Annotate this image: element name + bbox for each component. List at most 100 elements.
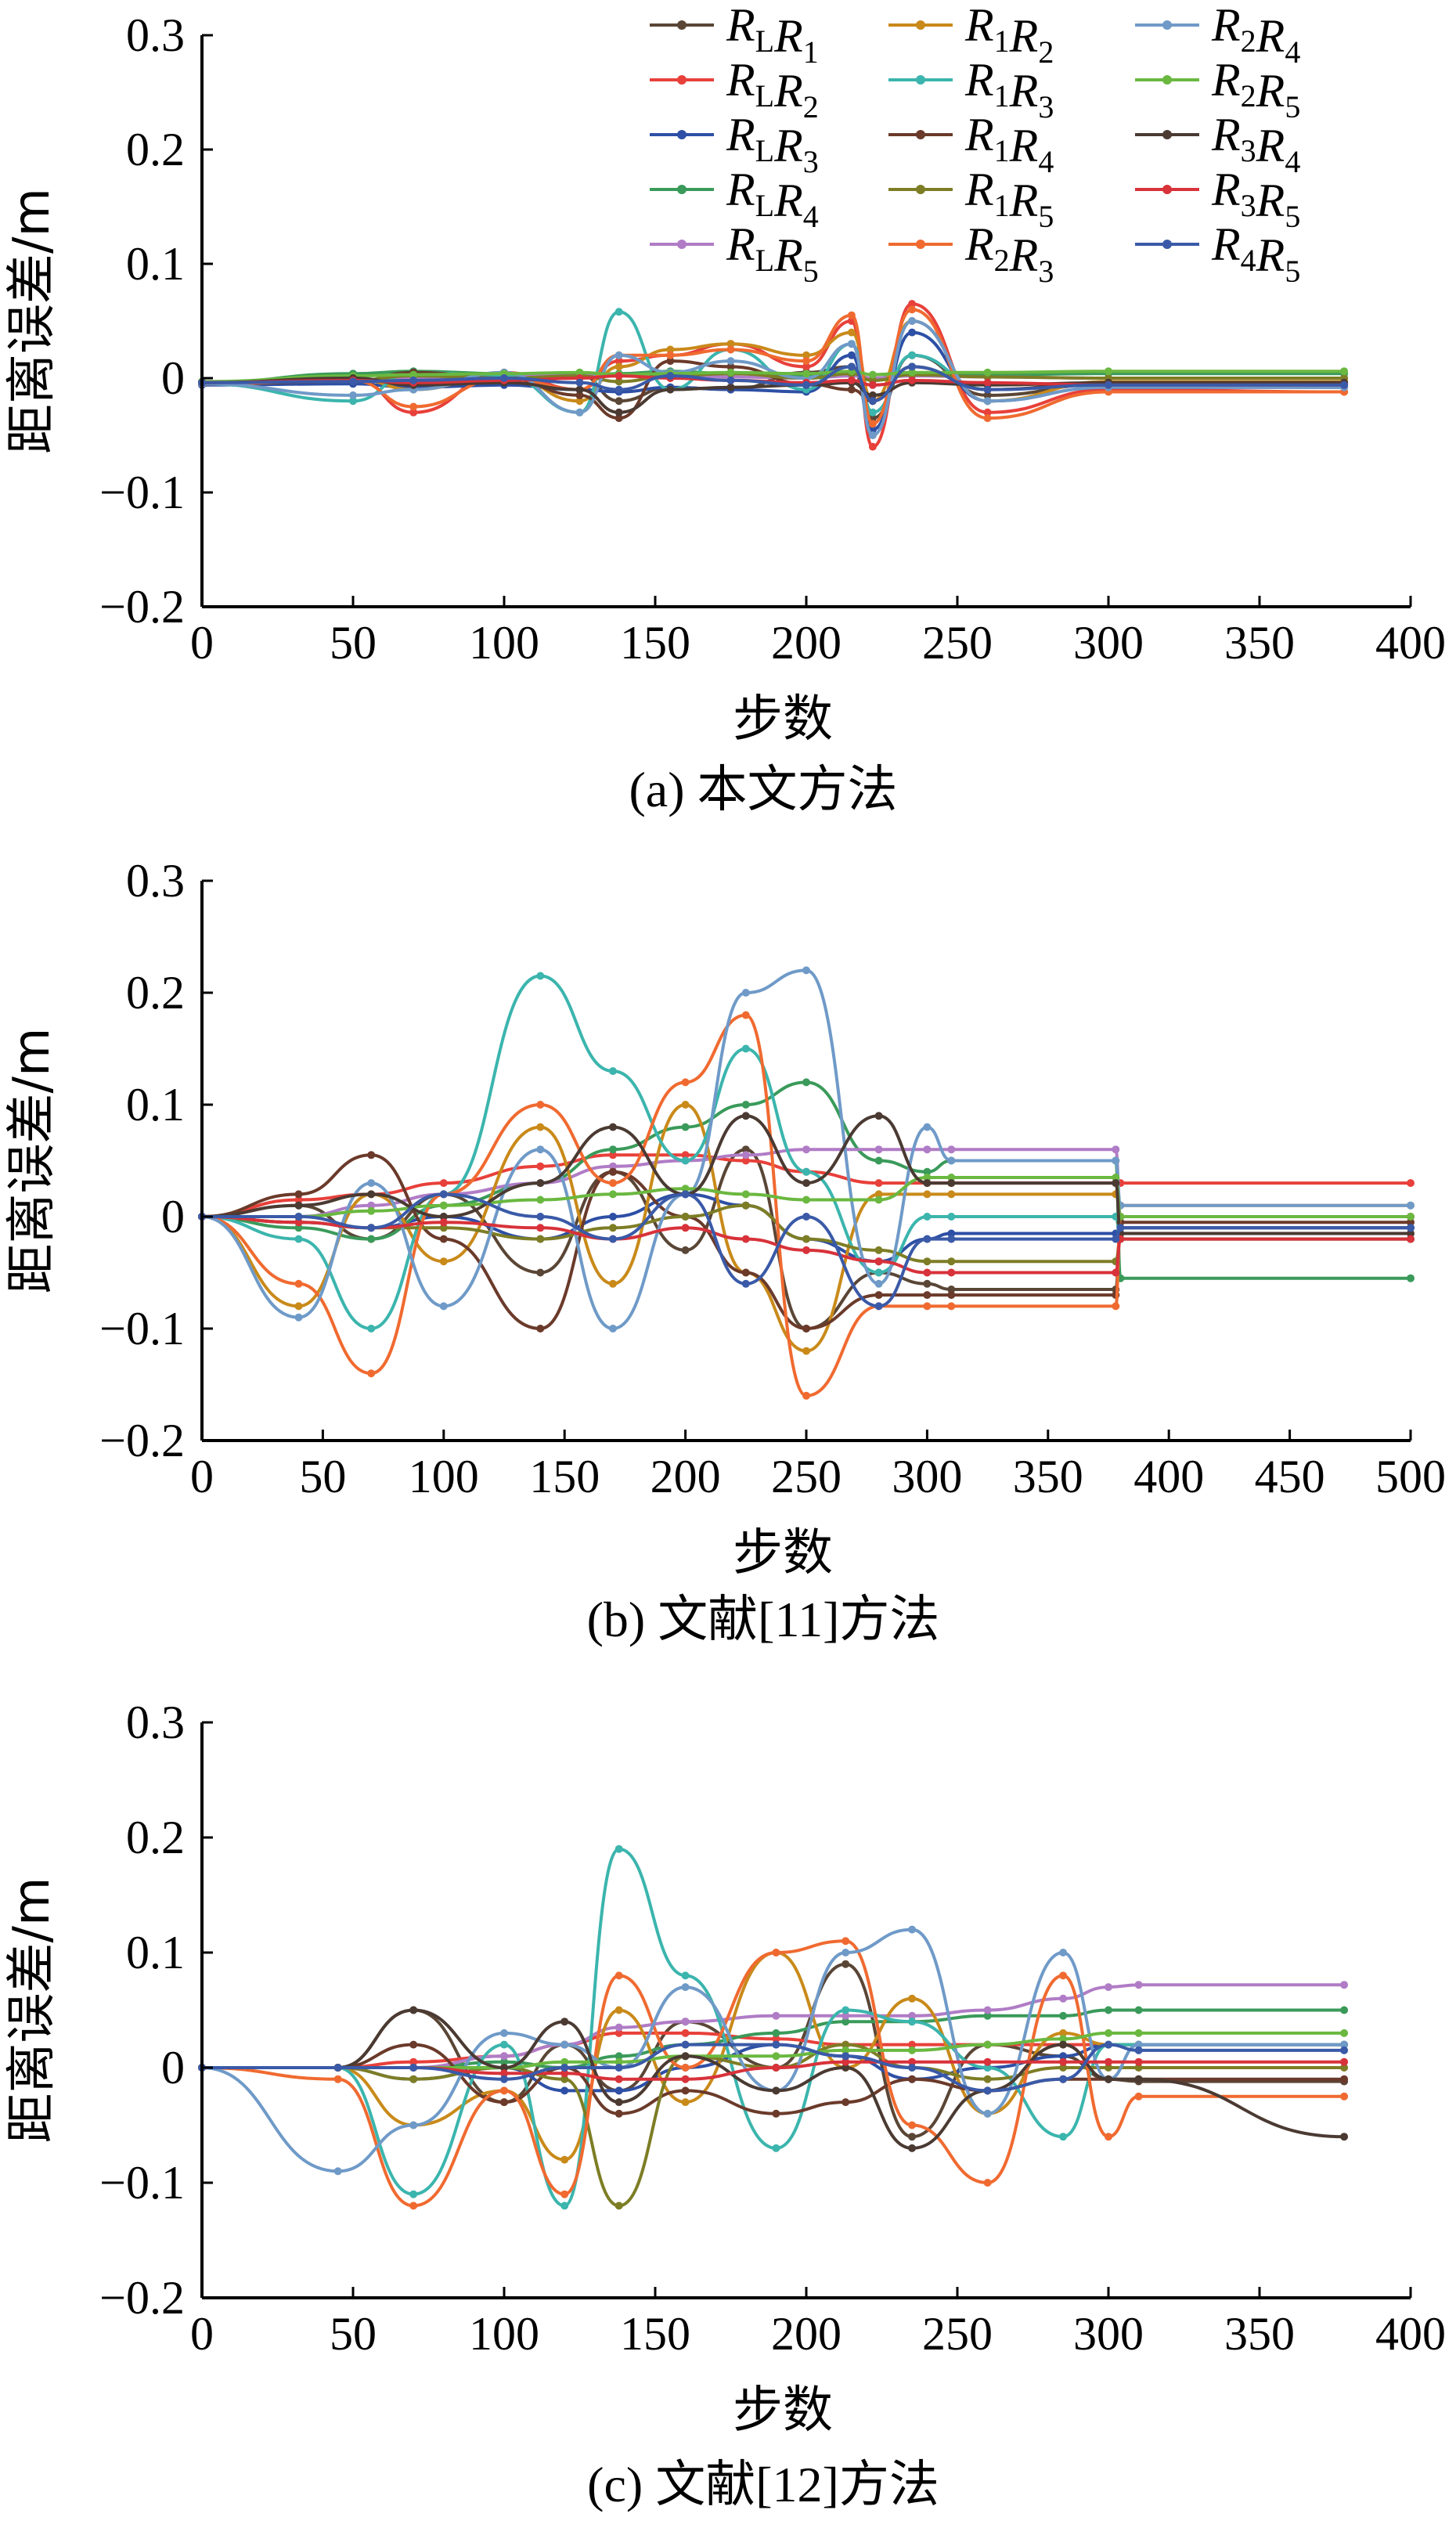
data-point-R3R5-8 [842, 2057, 850, 2066]
data-point-RLR4-10 [923, 1167, 932, 1176]
data-point-R2R4-10 [983, 2109, 992, 2118]
chart-3: 0 50 100 150 200 250 300 350 400 0.3 0.2 0.1 0 −0.1 −0… [3, 1697, 1446, 2512]
data-point-R1R2-4 [575, 397, 584, 406]
legend-label-main: R [1211, 164, 1241, 215]
legend-label-main: R [964, 109, 994, 160]
data-point-RLR5-7 [772, 2011, 780, 2020]
data-point-R1R4-5 [614, 2109, 623, 2118]
data-point-R1R5-5 [614, 2202, 623, 2210]
data-point-R1R2-10 [923, 1190, 932, 1199]
data-point-R2R5-12 [983, 368, 992, 377]
data-point-RLR4-8 [842, 2018, 850, 2026]
data-point-R2R3-10 [868, 420, 877, 428]
data-point-RLR4-2 [367, 1235, 376, 1243]
legend-label: R2R3 [964, 218, 1054, 289]
data-point-R1R5-10 [983, 2075, 992, 2083]
legend-label: R2R4 [1211, 0, 1300, 70]
data-point-R2R3-7 [772, 1949, 780, 1956]
data-point-R2R3-5 [614, 1971, 623, 1980]
x-tick-label: 100 [409, 1451, 479, 1502]
data-point-R1R3-11 [1059, 2133, 1068, 2141]
legend-label: R4R5 [1211, 218, 1300, 289]
data-point-R4R5-10 [983, 2086, 992, 2095]
x-tick-label: 0 [190, 617, 214, 669]
data-point-RLR2-7 [772, 2035, 780, 2043]
data-point-R1R2-6 [666, 345, 675, 354]
data-point-R2R5-4 [575, 368, 584, 377]
data-point-R1R3-1 [349, 397, 357, 406]
legend-label-main: R [773, 229, 803, 281]
data-point-R2R5-12 [1112, 1174, 1120, 1181]
data-point-R2R3-1 [333, 2075, 342, 2083]
data-point-R3R5-1 [294, 1218, 303, 1227]
data-point-RLR5-13 [1134, 1981, 1143, 1989]
data-point-RLR5-10 [923, 1145, 932, 1154]
data-point-R4R5-2 [367, 1224, 376, 1232]
data-point-R2R5-2 [409, 370, 418, 379]
legend-label-sub: 4 [1241, 243, 1256, 278]
data-point-RLR3-4 [560, 2086, 569, 2095]
legend-label: RLR3 [726, 109, 819, 179]
data-point-R4R5-14 [1340, 2046, 1349, 2054]
data-point-R4R5-2 [409, 376, 418, 384]
data-point-R1R4-7 [772, 2109, 780, 2118]
data-point-R1R3-9 [874, 1268, 883, 1277]
legend-item-RLR3: RLR3 [650, 109, 819, 179]
data-point-R2R3-2 [409, 2202, 418, 2210]
data-point-R2R3-7 [726, 345, 735, 354]
data-point-R1R2-9 [874, 1190, 883, 1199]
data-point-RLR5-5 [609, 1162, 617, 1170]
data-point-R2R5-7 [726, 368, 735, 377]
data-point-R2R3-13 [1134, 2092, 1143, 2101]
data-point-R4R5-6 [666, 372, 675, 380]
data-point-R1R5-11 [1059, 2064, 1068, 2072]
x-tick-label: 50 [330, 617, 377, 669]
x-axis-label: 步数 [733, 1524, 833, 1582]
data-point-R2R4-2 [367, 1179, 376, 1188]
data-point-R1R4-3 [500, 2098, 508, 2107]
legend-label-main: R [773, 65, 803, 117]
legend-label-main: R [773, 120, 803, 171]
data-point-R3R4-6 [681, 2052, 690, 2061]
x-tick-label: 0 [190, 1451, 214, 1502]
data-point-RLR4-6 [681, 1123, 690, 1131]
data-point-RLR4-8 [802, 1078, 810, 1087]
legend-label-main: R [1211, 218, 1241, 270]
legend-label-sub: 2 [803, 89, 819, 124]
legend-swatch-marker [1162, 130, 1172, 139]
data-point-R1R3-2 [367, 1325, 376, 1333]
x-axis-label: 步数 [733, 2382, 833, 2440]
data-point-RLR3-11 [908, 328, 917, 337]
data-point-RLR5-5 [614, 2023, 623, 2032]
data-point-R2R4-4 [536, 1145, 545, 1154]
data-point-R2R4-3 [500, 2029, 508, 2037]
data-point-R2R3-11 [947, 1302, 956, 1311]
data-point-R3R4-2 [409, 2006, 418, 2014]
data-point-R1R4-8 [842, 2098, 850, 2107]
data-point-R2R4-8 [802, 966, 810, 975]
data-point-RLR1-12 [983, 391, 992, 399]
data-point-R1R4-10 [923, 1291, 932, 1300]
data-point-R4R5-2 [409, 2064, 418, 2072]
data-point-R1R5-4 [560, 2075, 569, 2083]
data-point-RLR2-6 [681, 2029, 690, 2037]
data-point-R2R4-14 [1407, 1201, 1415, 1210]
y-tick-label: −0.2 [99, 2272, 185, 2324]
legend-swatch-marker [677, 240, 687, 249]
data-point-R2R5-9 [874, 1195, 883, 1204]
chart-caption: (b) 文献[11]方法 [587, 1592, 940, 1647]
legend-label: R1R4 [964, 109, 1054, 179]
data-point-R3R5-14 [1407, 1235, 1415, 1243]
data-point-R1R2-8 [802, 1347, 810, 1355]
legend: RLR1RLR2RLR3RLR4RLR5R1R2R1R3R1R4R1R5R2R3… [650, 0, 1300, 289]
data-point-R2R4-11 [947, 1156, 956, 1165]
data-point-R1R4-1 [294, 1190, 303, 1199]
data-point-R4R5-12 [1112, 1235, 1120, 1243]
data-point-R1R5-14 [1340, 2064, 1349, 2072]
data-point-R2R5-7 [772, 2052, 780, 2061]
data-point-R4R5-13 [1105, 380, 1112, 389]
x-tick-label: 100 [469, 617, 539, 669]
series-group [198, 966, 1415, 1400]
data-point-RLR4-5 [609, 1145, 617, 1154]
legend-swatch-marker [1162, 185, 1172, 194]
